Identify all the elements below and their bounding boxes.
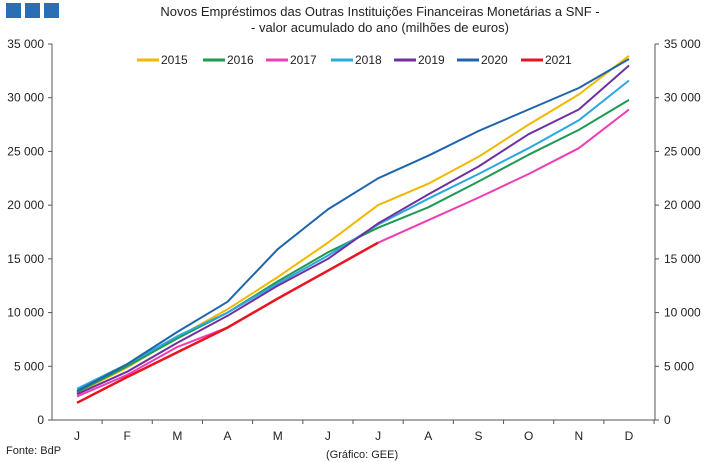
logo-block	[44, 3, 59, 18]
y-tick-label-left: 25 000	[7, 144, 44, 158]
source-note: Fonte: BdP	[6, 445, 61, 457]
series-group	[76, 55, 630, 404]
y-tick-label-left: 5 000	[14, 359, 44, 373]
legend-label-2019: 2019	[418, 53, 445, 67]
y-tick-label-right: 25 000	[664, 144, 701, 158]
y-tick-label-right: 30 000	[664, 91, 701, 105]
y-tick-label-right: 15 000	[664, 252, 701, 266]
y-tick-label-left: 30 000	[7, 91, 44, 105]
x-tick-label: A	[224, 429, 232, 443]
legend-label-2020: 2020	[481, 53, 508, 67]
chart-title-line-1: Novos Empréstimos das Outras Instituiçõe…	[160, 4, 599, 19]
credit-note: (Gráfico: GEE)	[326, 449, 398, 461]
y-tick-label-left: 10 000	[7, 306, 44, 320]
legend-label-2016: 2016	[227, 53, 254, 67]
y-tick-label-right: 20 000	[664, 198, 701, 212]
x-tick-label: F	[124, 429, 131, 443]
y-axis-left: 0 5 000 10 000 15 000 20 000 25 000 30 000 35 0…	[7, 37, 52, 427]
x-tick-label: D	[625, 429, 634, 443]
y-tick-label-left: 20 000	[7, 198, 44, 212]
y-tick-label-right: 35 000	[664, 37, 701, 51]
series-line-2020	[76, 58, 630, 392]
logo	[6, 3, 59, 18]
y-tick-label-right: 5 000	[664, 359, 694, 373]
y-tick-label-right: 0	[664, 413, 671, 427]
x-tick-label: S	[474, 429, 482, 443]
y-tick-label-left: 35 000	[7, 37, 44, 51]
legend-label-2015: 2015	[161, 53, 188, 67]
series-line-2021	[76, 241, 379, 404]
logo-block	[25, 3, 40, 18]
x-tick-label: N	[574, 429, 583, 443]
x-tick-label: J	[325, 429, 331, 443]
y-tick-label-right: 10 000	[664, 306, 701, 320]
series-line-2019	[76, 64, 630, 396]
series-line-2016	[76, 99, 630, 393]
legend-label-2021: 2021	[545, 53, 572, 67]
chart-title-line-2: - valor acumulado do ano (milhões de eur…	[251, 20, 509, 35]
legend: 2015 2016 2017 2018 2019 2020 2021	[137, 53, 572, 67]
y-tick-label-left: 0	[37, 413, 44, 427]
logo-block	[6, 3, 21, 18]
x-tick-label: J	[375, 429, 381, 443]
x-tick-label: M	[273, 429, 283, 443]
y-tick-label-left: 15 000	[7, 252, 44, 266]
legend-label-2018: 2018	[355, 53, 382, 67]
legend-label-2017: 2017	[290, 53, 317, 67]
x-tick-label: A	[424, 429, 432, 443]
x-tick-label: J	[74, 429, 80, 443]
x-tick-label: M	[172, 429, 182, 443]
x-tick-label: O	[524, 429, 533, 443]
y-axis-right: 0 5 000 10 000 15 000 20 000 25 000 30 000 35 0…	[655, 37, 701, 427]
